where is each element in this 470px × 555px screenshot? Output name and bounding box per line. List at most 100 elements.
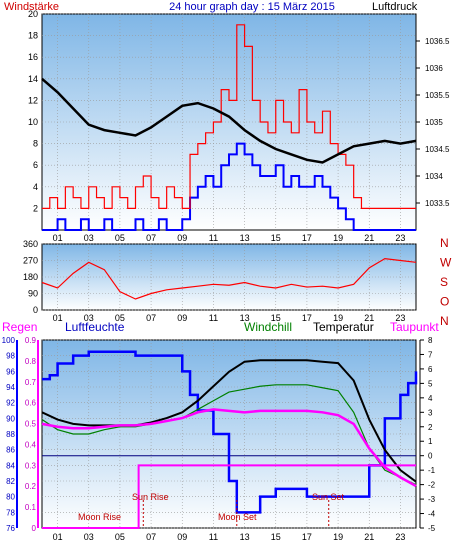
pressure-y-tick-label: 1033.5 xyxy=(425,199,450,208)
wind-x-tick-label: 19 xyxy=(333,233,343,243)
temperature-y-tick-label: 5 xyxy=(428,379,433,388)
direction-y-tick-label: 180 xyxy=(23,272,38,282)
pressure-y-tick-label: 1034 xyxy=(425,172,443,181)
direction-x-tick-label: 09 xyxy=(177,313,187,323)
direction-x-tick-label: 01 xyxy=(53,313,63,323)
pressure-y-ticks: 1036.5 1036 1035.5 1035 1034.5 1034 1033.5 xyxy=(416,37,450,208)
temperature-y-ticks: 8 7 6 5 4 3 2 1 0 -1 -2 -3 -4 -5 xyxy=(420,336,436,533)
rain-line xyxy=(42,464,416,529)
direction-y-tick-label: 360 xyxy=(23,239,38,249)
sun-set-annotation: Sun Set xyxy=(312,492,345,502)
windchill-line xyxy=(41,384,417,486)
wind-x-tick-label: 21 xyxy=(364,233,374,243)
temperature-y-tick-label: -5 xyxy=(428,524,436,533)
climate-x-tick-label: 07 xyxy=(146,532,156,542)
humidity-y-tick-label: 76 xyxy=(6,524,15,533)
dewpoint-label: Taupunkt xyxy=(390,320,439,334)
rain-y-ticks: 0.9 0.8 0.7 0.6 0.5 0.4 0.3 0.2 0.1 0 xyxy=(25,336,37,533)
moon-rise-annotation: Moon Rise xyxy=(78,512,121,522)
astro-annotations: Moon Rise Sun Rise Moon Set Sun Set xyxy=(78,492,345,528)
wind-y-ticks: 20 18 16 14 12 10 8 6 4 2 xyxy=(28,9,38,213)
compass-letter: O xyxy=(440,295,449,309)
wind-y-tick-label: 8 xyxy=(33,139,38,149)
direction-y-tick-label: 0 xyxy=(33,305,38,315)
temperature-label: Temperatur xyxy=(313,320,374,334)
wind-y-tick-label: 14 xyxy=(28,74,38,84)
climate-x-tick-label: 09 xyxy=(177,532,187,542)
wind-strength-label: Windstärke xyxy=(4,1,59,13)
rain-y-tick-label: 0.7 xyxy=(25,378,37,387)
humidity-y-tick-label: 88 xyxy=(6,430,15,439)
humidity-y-tick-label: 78 xyxy=(6,508,15,517)
graph-title: 24 hour graph day : 15 März 2015 xyxy=(169,1,335,13)
pressure-y-tick-label: 1034.5 xyxy=(425,145,450,154)
direction-x-tick-label: 21 xyxy=(364,313,374,323)
humidity-y-tick-label: 98 xyxy=(6,352,15,361)
compass-letter: W xyxy=(440,256,452,270)
sun-rise-annotation: Sun Rise xyxy=(132,492,169,502)
climate-series xyxy=(41,350,418,529)
wind-x-tick-label: 11 xyxy=(209,233,218,243)
pressure-label: Luftdruck xyxy=(372,1,418,13)
wind-x-tick-label: 23 xyxy=(395,233,405,243)
wind-x-tick-label: 13 xyxy=(240,233,250,243)
compass-letter: N xyxy=(440,314,449,328)
direction-x-tick-label: 19 xyxy=(333,313,343,323)
windchill-label: Windchill xyxy=(244,320,292,334)
direction-x-ticks: 01 03 05 07 09 11 13 15 17 19 21 23 xyxy=(53,313,406,323)
direction-y-tick-label: 90 xyxy=(28,289,38,299)
climate-x-tick-label: 17 xyxy=(302,532,312,542)
climate-x-tick-label: 03 xyxy=(84,532,94,542)
direction-y-ticks: 360 270 180 90 0 xyxy=(23,239,38,315)
rain-y-tick-label: 0.4 xyxy=(25,440,37,449)
wind-x-tick-label: 01 xyxy=(53,233,63,243)
wind-x-tick-label: 07 xyxy=(146,233,156,243)
rain-y-tick-label: 0.1 xyxy=(25,503,37,512)
climate-x-ticks: 01 03 05 07 09 11 13 15 17 19 21 23 xyxy=(53,532,406,542)
rain-y-tick-label: 0.8 xyxy=(25,357,37,366)
climate-x-tick-label: 01 xyxy=(53,532,63,542)
pressure-y-tick-label: 1036.5 xyxy=(425,37,450,46)
temperature-y-tick-label: 3 xyxy=(428,408,433,417)
temperature-y-tick-label: 0 xyxy=(428,452,433,461)
wind-series xyxy=(41,24,417,231)
pressure-y-tick-label: 1036 xyxy=(425,64,443,73)
humidity-y-tick-label: 90 xyxy=(6,414,15,423)
wind-speed-line xyxy=(42,142,416,231)
wind-x-tick-label: 15 xyxy=(271,233,281,243)
direction-x-tick-label: 15 xyxy=(271,313,281,323)
pressure-y-tick-label: 1035.5 xyxy=(425,91,450,100)
pressure-line xyxy=(41,77,417,164)
wind-x-tick-label: 09 xyxy=(177,233,187,243)
rain-y-tick-label: 0.5 xyxy=(25,420,37,429)
rain-label: Regen xyxy=(2,320,37,334)
direction-y-tick-label: 270 xyxy=(23,256,38,266)
temperature-y-tick-label: -3 xyxy=(428,495,436,504)
wind-y-tick-label: 12 xyxy=(28,95,38,105)
temperature-y-tick-label: 6 xyxy=(428,365,433,374)
humidity-y-tick-label: 84 xyxy=(6,461,15,470)
direction-grid xyxy=(42,243,416,311)
dewpoint-line xyxy=(41,408,417,488)
wind-y-tick-label: 20 xyxy=(28,9,38,19)
humidity-y-tick-label: 100 xyxy=(2,336,16,345)
moon-set-annotation: Moon Set xyxy=(218,512,257,522)
rain-y-tick-label: 0.2 xyxy=(25,482,37,491)
rain-y-tick-label: 0.3 xyxy=(25,461,37,470)
humidity-y-ticks: 100 98 96 94 92 90 88 86 84 82 80 78 76 xyxy=(2,336,16,533)
climate-x-tick-label: 13 xyxy=(240,532,250,542)
direction-x-tick-label: 11 xyxy=(209,313,218,323)
wind-direction-line xyxy=(41,258,417,300)
temperature-y-tick-label: -4 xyxy=(428,510,436,519)
rain-y-tick-label: 0.6 xyxy=(25,399,37,408)
compass-letter: S xyxy=(440,275,448,289)
gust-line xyxy=(42,24,416,209)
wind-y-tick-label: 16 xyxy=(28,52,38,62)
direction-x-tick-label: 07 xyxy=(146,313,156,323)
wind-y-tick-label: 4 xyxy=(33,182,38,192)
climate-x-tick-label: 05 xyxy=(115,532,125,542)
